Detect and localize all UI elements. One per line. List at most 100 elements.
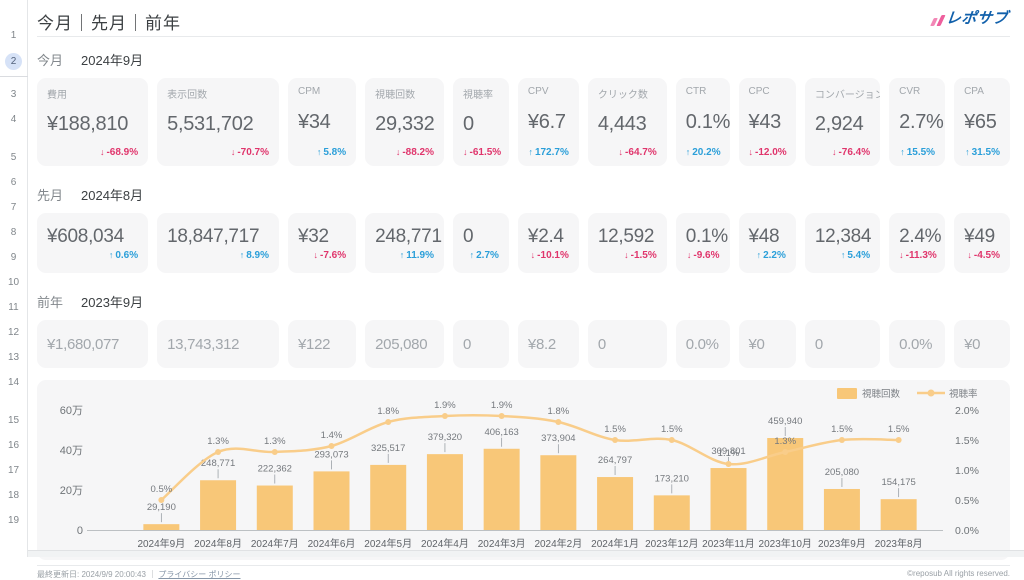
chart-point[interactable]: [612, 437, 619, 443]
page-thumb-4[interactable]: 4: [10, 114, 17, 125]
kpi-delta: ↓ -1.5%: [624, 249, 657, 261]
kpi-card-row: 費用 ¥188,810 ↓ -68.9% 表示回数 5,531,702 ↓ -70.7% CPM…: [37, 78, 1010, 166]
chart-point[interactable]: [668, 437, 675, 443]
kpi-card: ¥48 ↑ 2.2%: [738, 213, 796, 273]
page-thumb-12[interactable]: 12: [7, 327, 20, 338]
chart-bar[interactable]: [540, 455, 577, 530]
kpi-card: CPA ¥65 ↑ 31.5%: [954, 78, 1010, 166]
chart-bar[interactable]: [370, 464, 407, 530]
kpi-value: 0: [463, 112, 474, 135]
kpi-card: ¥1,680,077: [37, 320, 149, 368]
section-header: 前年 2023年9月: [37, 292, 1010, 311]
kpi-card: ¥8.2: [517, 320, 579, 368]
page-thumb-6[interactable]: 6: [10, 177, 17, 188]
line-value-label: 1.5%: [888, 424, 910, 435]
line-value-label: 1.3%: [207, 436, 229, 447]
line-value-label: 1.9%: [434, 400, 456, 411]
page-thumb-1[interactable]: 1: [10, 30, 17, 41]
page-thumb-5[interactable]: 5: [10, 152, 17, 163]
kpi-card: ¥122: [288, 320, 357, 368]
chart-point[interactable]: [328, 443, 335, 449]
chart-point[interactable]: [555, 419, 562, 425]
section-prev-year: 前年 2023年9月 ¥1,680,077 13,743,312 ¥122 205,08…: [37, 292, 1010, 368]
trend-up-icon: ↑: [108, 249, 114, 260]
kpi-delta: ↓ -70.7%: [230, 147, 270, 158]
page-thumb-16[interactable]: 16: [7, 440, 20, 451]
page-thumb-10[interactable]: 10: [7, 277, 20, 288]
chart-bar[interactable]: [823, 488, 860, 530]
privacy-policy-link[interactable]: プライバシー ポリシー: [158, 570, 241, 579]
chart-point[interactable]: [895, 437, 902, 443]
legend-bar-swatch[interactable]: [837, 388, 857, 399]
chart-bar[interactable]: [483, 448, 520, 530]
page-thumb-2[interactable]: 2: [5, 53, 22, 70]
kpi-delta: ↑ 15.5%: [900, 147, 936, 158]
kpi-value: ¥8.2: [527, 335, 556, 353]
page-thumb-15[interactable]: 15: [7, 415, 20, 426]
kpi-card: コンバージョン 2,924 ↓ -76.4%: [804, 78, 881, 166]
chart-bar[interactable]: [313, 471, 350, 530]
page-thumb-13[interactable]: 13: [7, 352, 20, 363]
page-thumb-8[interactable]: 8: [10, 227, 17, 238]
kpi-label: CPA: [964, 86, 984, 97]
chart-point[interactable]: [158, 497, 165, 503]
chart-point[interactable]: [441, 413, 448, 419]
section-label: 今月: [37, 53, 64, 68]
kpi-value: 0.1%: [685, 110, 730, 133]
page-thumb-3[interactable]: 3: [10, 89, 17, 100]
x-axis-label: 2024年4月: [421, 537, 469, 550]
kpi-label: CPV: [527, 86, 549, 97]
chart-point[interactable]: [498, 413, 505, 419]
trend-down-icon: ↓: [395, 147, 401, 157]
chart-bar[interactable]: [200, 480, 237, 530]
copyright: ©reposub All rights reserved.: [907, 569, 1010, 578]
chart-point[interactable]: [271, 449, 278, 455]
chart-point[interactable]: [385, 419, 392, 425]
legend-bar-label[interactable]: 視聴回数: [862, 388, 901, 400]
chart-point[interactable]: [782, 449, 789, 455]
trend-down-icon: ↓: [313, 249, 319, 260]
page-navigator: 1 2 3 4 5 6 7 8 9 10 11 12 13 14 15 16 17 18 19: [0, 0, 28, 557]
page-thumb-17[interactable]: 17: [7, 465, 20, 476]
kpi-card: 0.1% ↓ -9.6%: [675, 213, 730, 273]
chart-bar[interactable]: [880, 499, 917, 530]
footer-left: 最終更新日: 2024/9/9 20:00:43 ｜ プライバシー ポリシー: [37, 569, 240, 580]
page-thumb-18[interactable]: 18: [7, 490, 20, 501]
chart-bar[interactable]: [426, 454, 463, 530]
bar-value-label: 154,175: [881, 477, 915, 488]
kpi-delta: ↓ -88.2%: [395, 147, 434, 158]
bar-value-label: 264,797: [598, 455, 632, 466]
chart-bar[interactable]: [143, 524, 180, 530]
legend-line-dot[interactable]: [927, 389, 935, 397]
page-thumb-11[interactable]: 11: [8, 302, 19, 313]
kpi-value: 0: [463, 335, 472, 353]
page-thumb-14[interactable]: 14: [7, 377, 20, 388]
kpi-delta: ↑ 0.6%: [108, 249, 139, 261]
kpi-value: 18,847,717: [167, 225, 260, 247]
line-value-label: 1.3%: [774, 436, 796, 447]
page-thumb-9[interactable]: 9: [10, 252, 17, 263]
chart-point[interactable]: [725, 461, 732, 467]
legend-line-label[interactable]: 視聴率: [949, 388, 978, 400]
chart-bar[interactable]: [256, 485, 293, 530]
section-label: 先月: [37, 188, 64, 203]
sidebar-divider: [0, 76, 28, 77]
trend-up-icon: ↑: [469, 249, 475, 260]
chart-point[interactable]: [215, 449, 222, 455]
kpi-value: ¥1,680,077: [47, 335, 120, 353]
left-axis-tick: 60万: [60, 405, 83, 417]
kpi-delta: ↑ 20.2%: [685, 147, 721, 158]
trend-up-icon: ↑: [965, 147, 970, 157]
kpi-value: 248,771: [375, 225, 442, 247]
kpi-delta: ↓ -68.9%: [99, 147, 139, 158]
chart-bar[interactable]: [597, 477, 634, 530]
section-last-month: 先月 2024年8月 ¥608,034 ↑ 0.6% 18,847,717 ↑ 8.9% ¥3…: [37, 185, 1010, 273]
chart-bar[interactable]: [653, 495, 690, 530]
page-thumb-19[interactable]: 19: [7, 515, 20, 526]
kpi-card: ¥49 ↓ -4.5%: [954, 213, 1010, 273]
page-thumb-7[interactable]: 7: [10, 202, 17, 213]
kpi-delta: ↑ 172.7%: [528, 147, 569, 158]
chart-point[interactable]: [838, 437, 845, 443]
bottom-scrollbar-track[interactable]: [0, 550, 1024, 557]
chart-bar[interactable]: [710, 468, 747, 530]
